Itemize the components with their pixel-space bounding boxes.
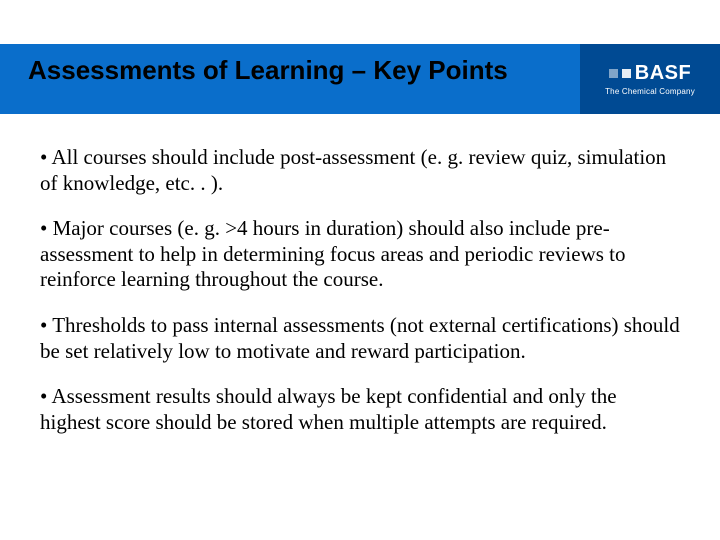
- bullet-item: • All courses should include post-assess…: [40, 145, 680, 196]
- logo-square-icon: [622, 69, 631, 78]
- bullet-item: • Major courses (e. g. >4 hours in durat…: [40, 216, 680, 293]
- brand-logo-box: BASF The Chemical Company: [580, 44, 720, 114]
- bullet-item: • Assessment results should always be ke…: [40, 384, 680, 435]
- brand-logo: BASF: [609, 62, 691, 85]
- slide-title: Assessments of Learning – Key Points: [28, 55, 508, 86]
- logo-square-icon: [609, 69, 618, 78]
- slide: Assessments of Learning – Key Points BAS…: [0, 0, 720, 540]
- brand-tagline: The Chemical Company: [605, 87, 695, 96]
- body-content: • All courses should include post-assess…: [40, 145, 680, 455]
- brand-name: BASF: [635, 62, 691, 85]
- bullet-item: • Thresholds to pass internal assessment…: [40, 313, 680, 364]
